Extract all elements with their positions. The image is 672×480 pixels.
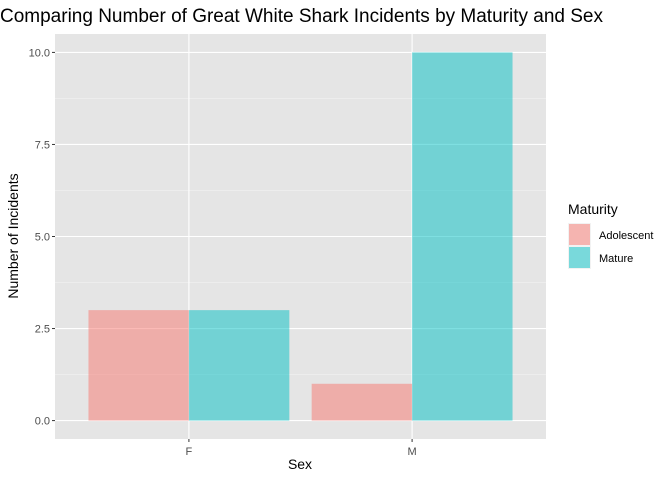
legend-label-adolescent: Adolescent — [599, 230, 653, 242]
y-tick-label: 0.0 — [35, 416, 50, 428]
bar-mature-m — [412, 52, 513, 421]
x-axis-title: Sex — [288, 456, 312, 472]
x-tick-label: M — [408, 446, 417, 458]
legend-key-mature — [569, 247, 590, 268]
bar-adolescent-m — [311, 383, 413, 421]
legend-title: Maturity — [568, 201, 618, 217]
x-tick-label: F — [186, 446, 193, 458]
y-tick-label: 2.5 — [35, 324, 50, 336]
bars — [88, 52, 513, 421]
y-axis: 0.0 2.5 5.0 7.5 10.0 — [29, 47, 55, 428]
y-tick-label: 7.5 — [35, 139, 50, 151]
y-tick-label: 10.0 — [29, 47, 50, 59]
legend-label-mature: Mature — [599, 253, 633, 265]
bar-adolescent-f — [88, 310, 189, 421]
y-axis-title: Number of Incidents — [5, 173, 21, 298]
y-tick-label: 5.0 — [35, 232, 50, 244]
bar-mature-f — [188, 310, 290, 421]
legend: Maturity Adolescent Mature — [568, 201, 653, 269]
chart-title: Comparing Number of Great White Shark In… — [0, 6, 603, 27]
legend-key-adolescent — [569, 224, 590, 245]
